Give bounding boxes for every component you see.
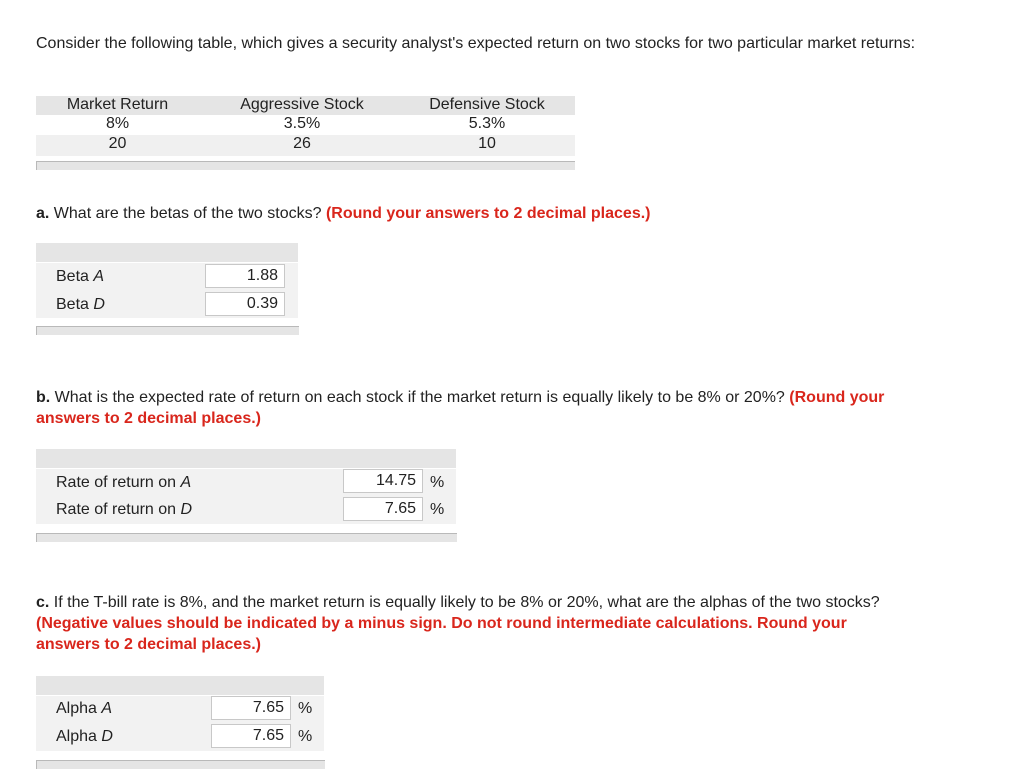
table-row: 20 26 10 bbox=[36, 135, 575, 156]
cell: 5.3% bbox=[468, 115, 506, 132]
question-note-cont: answers to 2 decimal places.) bbox=[36, 636, 261, 653]
beta-a-label: Beta A bbox=[56, 268, 105, 285]
table-header-row: Market Return Aggressive Stock Defensive… bbox=[36, 96, 575, 115]
answer-footer-bar bbox=[36, 533, 457, 542]
answer-footer-bar bbox=[36, 326, 299, 335]
rate-a-input[interactable]: 14.75 bbox=[343, 469, 423, 493]
table-row: 8% 3.5% 5.3% bbox=[36, 115, 575, 135]
question-note: (Negative values should be indicated by … bbox=[36, 615, 847, 632]
header-aggressive-stock: Aggressive Stock bbox=[240, 96, 364, 113]
beta-a-input[interactable]: 1.88 bbox=[205, 264, 285, 288]
answer-header-bar bbox=[36, 449, 456, 468]
question-a: a. What are the betas of the two stocks?… bbox=[36, 203, 996, 224]
alpha-a-label: Alpha A bbox=[56, 700, 113, 717]
question-text: What are the betas of the two stocks? bbox=[53, 205, 322, 222]
alpha-d-input[interactable]: 7.65 bbox=[211, 724, 291, 748]
rate-a-label: Rate of return on A bbox=[56, 474, 192, 491]
question-label: c. bbox=[36, 594, 50, 611]
beta-d-label: Beta D bbox=[56, 296, 105, 313]
returns-table: Market Return Aggressive Stock Defensive… bbox=[36, 96, 575, 170]
table-footer-bar bbox=[36, 161, 575, 170]
question-label: a. bbox=[36, 205, 50, 222]
question-text: If the T-bill rate is 8%, and the market… bbox=[53, 594, 880, 611]
question-text: What is the expected rate of return on e… bbox=[54, 389, 785, 406]
question-label: b. bbox=[36, 389, 51, 406]
answer-footer-bar bbox=[36, 760, 325, 769]
percent-sign: % bbox=[430, 501, 445, 518]
question-note-cont: answers to 2 decimal places.) bbox=[36, 410, 261, 427]
question-note: (Round your bbox=[789, 389, 885, 406]
rate-d-input[interactable]: 7.65 bbox=[343, 497, 423, 521]
beta-d-input[interactable]: 0.39 bbox=[205, 292, 285, 316]
percent-sign: % bbox=[298, 700, 313, 717]
alpha-d-label: Alpha D bbox=[56, 728, 113, 745]
cell: 8% bbox=[105, 115, 130, 132]
question-c: c. If the T-bill rate is 8%, and the mar… bbox=[36, 592, 1021, 655]
header-defensive-stock: Defensive Stock bbox=[429, 96, 545, 113]
answer-header-bar bbox=[36, 243, 298, 262]
cell: 3.5% bbox=[283, 115, 321, 132]
cell: 10 bbox=[478, 135, 496, 152]
rate-d-label: Rate of return on D bbox=[56, 501, 193, 518]
cell: 26 bbox=[293, 135, 311, 152]
question-note: (Round your answers to 2 decimal places.… bbox=[325, 205, 651, 222]
question-b: b. What is the expected rate of return o… bbox=[36, 387, 1021, 429]
alpha-a-input[interactable]: 7.65 bbox=[211, 696, 291, 720]
answer-header-bar bbox=[36, 676, 324, 695]
cell: 20 bbox=[108, 135, 127, 152]
percent-sign: % bbox=[298, 728, 313, 745]
intro-text: Consider the following table, which give… bbox=[36, 35, 916, 52]
header-market-return: Market Return bbox=[66, 96, 169, 113]
percent-sign: % bbox=[430, 474, 445, 491]
